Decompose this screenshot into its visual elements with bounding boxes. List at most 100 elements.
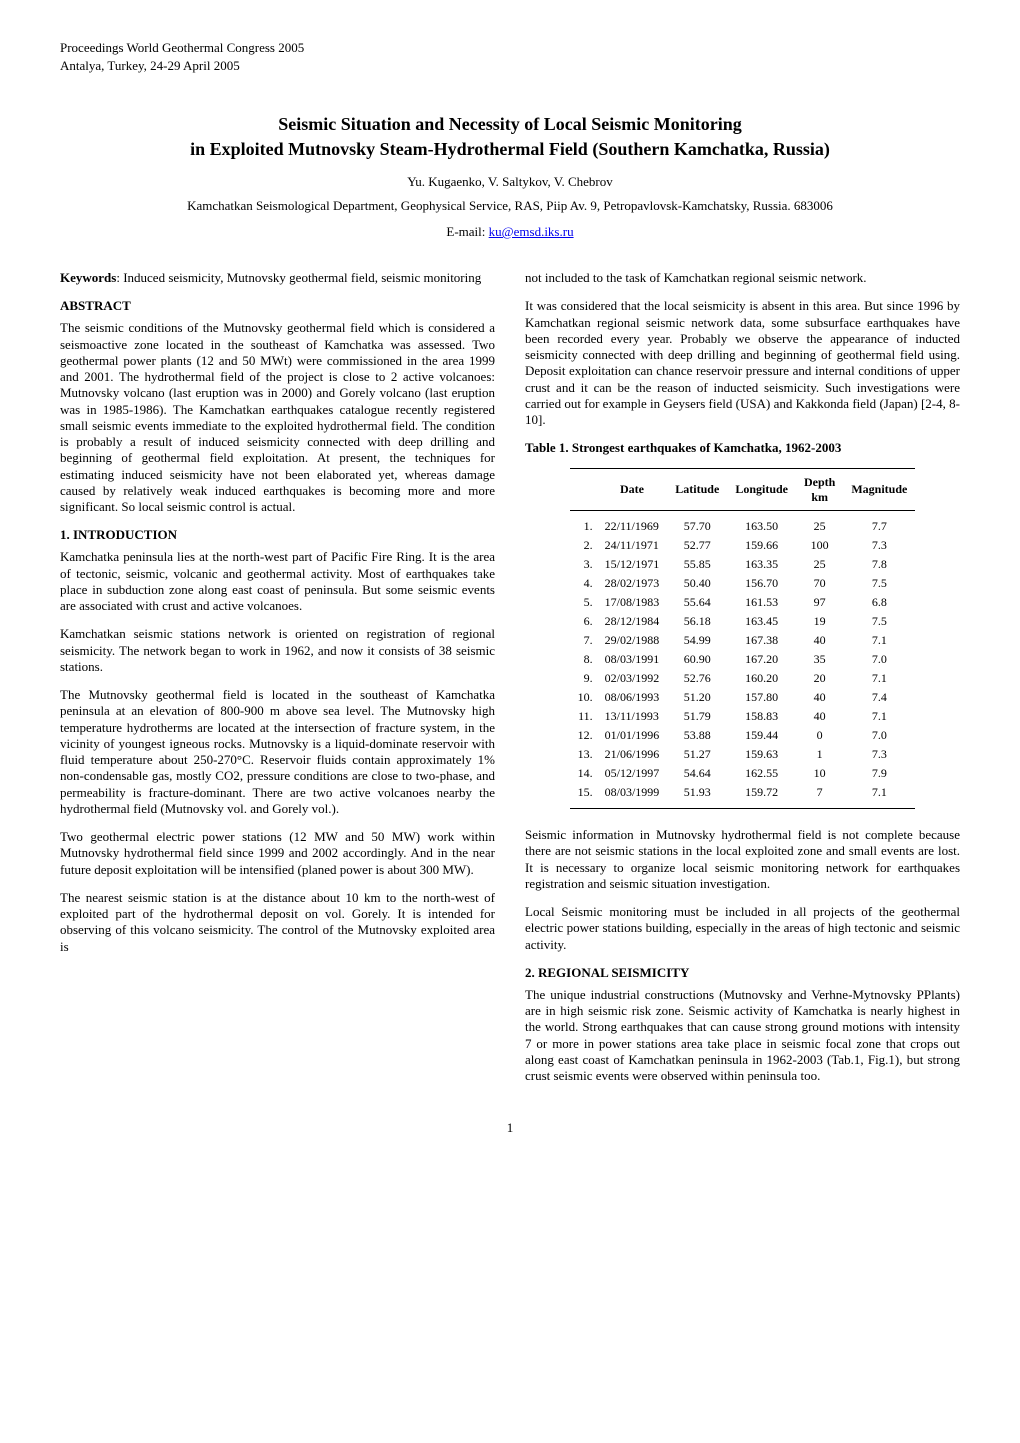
col-lat: Latitude — [667, 469, 727, 511]
table-cell: 51.20 — [667, 688, 727, 707]
abstract-text: The seismic conditions of the Mutnovsky … — [60, 320, 495, 515]
table-cell: 22/11/1969 — [597, 511, 668, 537]
table-row: 8.08/03/199160.90167.20357.0 — [570, 650, 916, 669]
email-link[interactable]: ku@emsd.iks.ru — [489, 224, 574, 239]
table-cell: 167.38 — [727, 631, 796, 650]
table-cell: 21/06/1996 — [597, 745, 668, 764]
intro-p3: The Mutnovsky geothermal field is locate… — [60, 687, 495, 817]
table-header-row: Date Latitude Longitude Depthkm Magnitud… — [570, 469, 916, 511]
table-cell: 12. — [570, 726, 597, 745]
table-cell: 54.64 — [667, 764, 727, 783]
table-cell: 52.77 — [667, 536, 727, 555]
table-cell: 17/08/1983 — [597, 593, 668, 612]
col-lon: Longitude — [727, 469, 796, 511]
table-cell: 11. — [570, 707, 597, 726]
right-p4: Local Seismic monitoring must be include… — [525, 904, 960, 953]
table-cell: 4. — [570, 574, 597, 593]
table-cell: 1 — [796, 745, 843, 764]
right-p2: It was considered that the local seismic… — [525, 298, 960, 428]
table-row: 1.22/11/196957.70163.50257.7 — [570, 511, 916, 537]
table-row: 7.29/02/198854.99167.38407.1 — [570, 631, 916, 650]
table-cell: 28/12/1984 — [597, 612, 668, 631]
table-cell: 7.5 — [843, 612, 915, 631]
table-cell: 5. — [570, 593, 597, 612]
table-cell: 54.99 — [667, 631, 727, 650]
table-cell: 51.93 — [667, 783, 727, 809]
table-row: 13.21/06/199651.27159.6317.3 — [570, 745, 916, 764]
table-cell: 7.1 — [843, 707, 915, 726]
table-cell: 7.0 — [843, 650, 915, 669]
abstract-heading: ABSTRACT — [60, 298, 495, 314]
table-cell: 51.27 — [667, 745, 727, 764]
email-line: E-mail: ku@emsd.iks.ru — [60, 224, 960, 240]
table-cell: 51.79 — [667, 707, 727, 726]
table-cell: 8. — [570, 650, 597, 669]
table-cell: 13/11/1993 — [597, 707, 668, 726]
table-cell: 13. — [570, 745, 597, 764]
regional-p1: The unique industrial constructions (Mut… — [525, 987, 960, 1085]
table-cell: 15/12/1971 — [597, 555, 668, 574]
table-row: 2.24/11/197152.77159.661007.3 — [570, 536, 916, 555]
table-cell: 1. — [570, 511, 597, 537]
table-cell: 159.66 — [727, 536, 796, 555]
left-column: Keywords: Induced seismicity, Mutnovsky … — [60, 270, 495, 1096]
table-cell: 159.72 — [727, 783, 796, 809]
table-row: 3.15/12/197155.85163.35257.8 — [570, 555, 916, 574]
table-cell: 60.90 — [667, 650, 727, 669]
table-row: 15.08/03/199951.93159.7277.1 — [570, 783, 916, 809]
table-cell: 7.9 — [843, 764, 915, 783]
table-cell: 7.7 — [843, 511, 915, 537]
table-row: 9.02/03/199252.76160.20207.1 — [570, 669, 916, 688]
table-cell: 40 — [796, 631, 843, 650]
table-cell: 15. — [570, 783, 597, 809]
table-row: 10.08/06/199351.20157.80407.4 — [570, 688, 916, 707]
intro-p2: Kamchatkan seismic stations network is o… — [60, 626, 495, 675]
email-label: E-mail: — [446, 224, 488, 239]
authors: Yu. Kugaenko, V. Saltykov, V. Chebrov — [60, 174, 960, 190]
table-cell: 9. — [570, 669, 597, 688]
table-cell: 7.3 — [843, 745, 915, 764]
proceedings-line: Proceedings World Geothermal Congress 20… — [60, 40, 960, 56]
col-idx — [570, 469, 597, 511]
table-row: 11.13/11/199351.79158.83407.1 — [570, 707, 916, 726]
table-cell: 08/03/1991 — [597, 650, 668, 669]
table-cell: 7.3 — [843, 536, 915, 555]
table-cell: 55.85 — [667, 555, 727, 574]
table-cell: 0 — [796, 726, 843, 745]
table-cell: 156.70 — [727, 574, 796, 593]
table-body: 1.22/11/196957.70163.50257.72.24/11/1971… — [570, 511, 916, 809]
table-cell: 35 — [796, 650, 843, 669]
table-cell: 53.88 — [667, 726, 727, 745]
keywords-text: : Induced seismicity, Mutnovsky geotherm… — [116, 270, 481, 285]
paper-title-line2: in Exploited Mutnovsky Steam-Hydrotherma… — [60, 139, 960, 160]
earthquake-table: Date Latitude Longitude Depthkm Magnitud… — [570, 468, 916, 809]
paper-title-line1: Seismic Situation and Necessity of Local… — [60, 114, 960, 135]
col-date: Date — [597, 469, 668, 511]
table-cell: 160.20 — [727, 669, 796, 688]
table-cell: 7.1 — [843, 783, 915, 809]
table-cell: 08/03/1999 — [597, 783, 668, 809]
table-cell: 50.40 — [667, 574, 727, 593]
table-cell: 158.83 — [727, 707, 796, 726]
table-cell: 3. — [570, 555, 597, 574]
table-cell: 02/03/1992 — [597, 669, 668, 688]
table-cell: 56.18 — [667, 612, 727, 631]
table-cell: 29/02/1988 — [597, 631, 668, 650]
table-cell: 01/01/1996 — [597, 726, 668, 745]
table-cell: 162.55 — [727, 764, 796, 783]
regional-heading: 2. REGIONAL SEISMICITY — [525, 965, 960, 981]
table-cell: 7.1 — [843, 669, 915, 688]
table-cell: 161.53 — [727, 593, 796, 612]
col-depth: Depthkm — [796, 469, 843, 511]
keywords: Keywords: Induced seismicity, Mutnovsky … — [60, 270, 495, 286]
table-cell: 7.5 — [843, 574, 915, 593]
table-cell: 70 — [796, 574, 843, 593]
intro-p1: Kamchatka peninsula lies at the north-we… — [60, 549, 495, 614]
table-cell: 163.45 — [727, 612, 796, 631]
table-cell: 167.20 — [727, 650, 796, 669]
table-cell: 57.70 — [667, 511, 727, 537]
table-cell: 163.35 — [727, 555, 796, 574]
table-row: 6.28/12/198456.18163.45197.5 — [570, 612, 916, 631]
affiliation: Kamchatkan Seismological Department, Geo… — [60, 198, 960, 214]
table-cell: 7.1 — [843, 631, 915, 650]
